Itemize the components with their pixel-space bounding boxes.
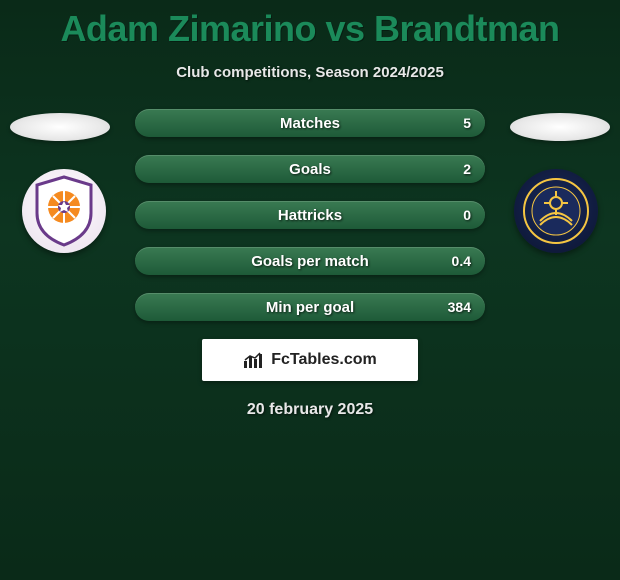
stat-bar-matches: Matches 5: [135, 109, 485, 137]
stats-bars: Matches 5 Goals 2 Hattricks 0 Goals per …: [135, 109, 485, 321]
chart-icon: [243, 351, 265, 369]
brand-box[interactable]: FcTables.com: [202, 339, 418, 381]
stat-bar-goals: Goals 2: [135, 155, 485, 183]
stat-value-right: 0: [463, 207, 471, 223]
stat-value-right: 0.4: [452, 253, 471, 269]
stat-label: Goals per match: [251, 253, 369, 270]
brand-label: FcTables.com: [271, 351, 377, 369]
stat-bar-hattricks: Hattricks 0: [135, 201, 485, 229]
stat-label: Min per goal: [266, 299, 354, 316]
page-title: Adam Zimarino vs Brandtman: [0, 0, 620, 50]
stat-bar-min-per-goal: Min per goal 384: [135, 293, 485, 321]
player-right-spot: [510, 113, 610, 141]
player-left-spot: [10, 113, 110, 141]
comparison-stage: Matches 5 Goals 2 Hattricks 0 Goals per …: [0, 109, 620, 419]
team-right-crest: [514, 169, 598, 253]
team-left-crest: [22, 169, 106, 253]
stat-value-right: 5: [463, 115, 471, 131]
central-coast-mariners-badge: [523, 178, 589, 244]
stat-value-right: 384: [448, 299, 471, 315]
stat-label: Goals: [289, 161, 331, 178]
subtitle: Club competitions, Season 2024/2025: [0, 64, 620, 81]
perth-glory-badge: [33, 175, 95, 247]
stat-label: Hattricks: [278, 207, 342, 224]
stat-label: Matches: [280, 115, 340, 132]
stat-value-right: 2: [463, 161, 471, 177]
stat-bar-goals-per-match: Goals per match 0.4: [135, 247, 485, 275]
date-label: 20 february 2025: [0, 401, 620, 419]
